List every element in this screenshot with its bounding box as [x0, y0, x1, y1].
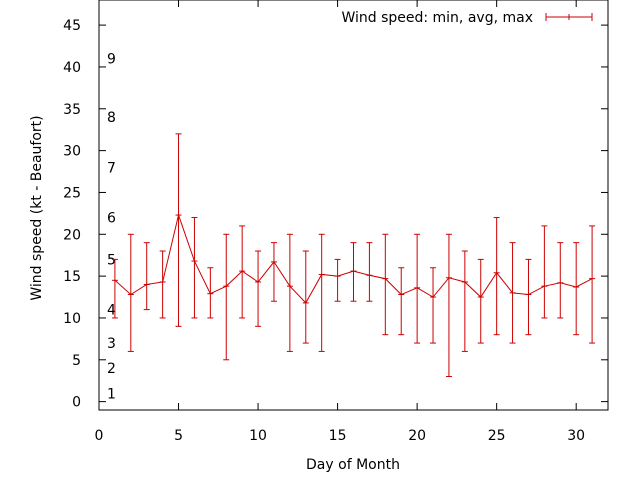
- y-tick-label: 35: [63, 102, 81, 118]
- beaufort-label: 4: [107, 303, 116, 319]
- y-axis-label: Wind speed (kt - Beaufort): [29, 115, 45, 300]
- beaufort-label: 6: [107, 211, 116, 227]
- plot-frame: [98, 0, 609, 411]
- x-axis-label: Day of Month: [306, 457, 400, 473]
- y-tick-label: 30: [63, 144, 81, 160]
- error-bars: [111, 133, 596, 378]
- beaufort-label: 2: [107, 361, 116, 377]
- series-line-group: [111, 213, 596, 304]
- beaufort-labels: 1 2 3 4 5 6 7 8 9: [107, 52, 116, 403]
- y-tick-label: 40: [63, 60, 81, 76]
- x-tick-label: 30: [567, 428, 585, 444]
- beaufort-label: 1: [107, 386, 116, 402]
- beaufort-label: 9: [107, 52, 116, 68]
- y-tick-label: 10: [63, 311, 81, 327]
- x-tick-label: 10: [249, 428, 267, 444]
- y-tick-label: 20: [63, 227, 81, 243]
- beaufort-label: 5: [107, 252, 116, 268]
- x-tick-label: 0: [95, 428, 104, 444]
- y-tick-label: 45: [63, 18, 81, 34]
- y-tick-label: 5: [72, 353, 81, 369]
- beaufort-label: 7: [107, 160, 116, 176]
- y-tick-label: 15: [63, 269, 81, 285]
- legend-label: Wind speed: min, avg, max: [341, 10, 533, 26]
- legend: Wind speed: min, avg, max: [341, 10, 593, 26]
- x-tick-label: 15: [329, 428, 347, 444]
- x-tick-label: 5: [174, 428, 183, 444]
- beaufort-label: 8: [107, 110, 116, 126]
- y-tick-label: 0: [72, 395, 81, 411]
- x-tick-label: 20: [408, 428, 426, 444]
- x-tick-label: 25: [488, 428, 506, 444]
- beaufort-label: 3: [107, 336, 116, 352]
- y-tick-label: 25: [63, 185, 81, 201]
